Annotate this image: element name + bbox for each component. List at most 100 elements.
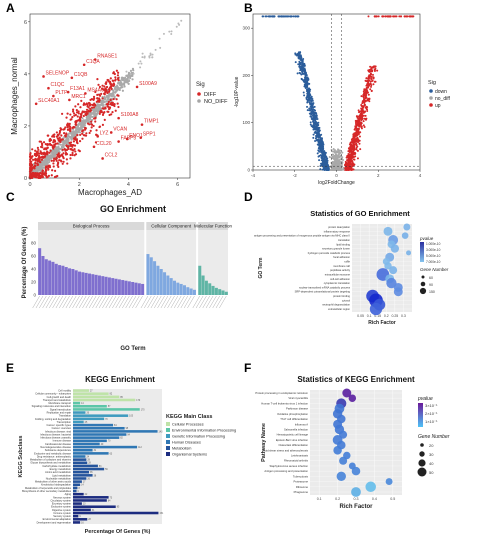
gene-label: SELENOP	[46, 70, 70, 76]
facet-strip	[198, 222, 228, 230]
x-tick-mark	[85, 295, 93, 309]
y-tick-label: Substance dependence	[45, 449, 72, 452]
data-label: 63	[110, 453, 113, 455]
point-down	[306, 100, 309, 103]
bubble	[390, 244, 400, 253]
point-down	[323, 163, 326, 166]
point-diff	[60, 153, 63, 156]
point-diff	[56, 142, 59, 145]
point-diff	[116, 71, 120, 74]
point-up	[351, 142, 354, 145]
point-up	[365, 91, 368, 94]
x-tick-mark	[72, 295, 80, 309]
x-tick-mark	[140, 295, 149, 309]
point-labeled	[93, 58, 97, 61]
point-diff	[57, 134, 60, 137]
point-no-diff	[61, 143, 64, 146]
gene-label: C1QB	[74, 72, 88, 78]
point-up	[374, 80, 377, 83]
point-diff	[88, 104, 91, 107]
point-down	[318, 133, 321, 136]
point-up	[348, 154, 351, 157]
colorbar	[418, 403, 423, 427]
point-up	[353, 136, 356, 139]
point-no-diff	[131, 67, 135, 70]
point-no-diff	[97, 107, 100, 110]
point-down	[318, 159, 321, 162]
panel-label-b: B	[244, 1, 253, 15]
point-down	[326, 157, 329, 160]
y-tick-label: Xenobiotics biodegradation	[41, 484, 72, 487]
point-up	[411, 15, 414, 18]
point-no-diff	[338, 151, 341, 154]
point-diff	[44, 143, 47, 146]
data-label: 56	[105, 469, 108, 471]
bar	[73, 474, 93, 477]
point-no-diff	[151, 56, 154, 59]
point-no-diff	[127, 78, 130, 81]
y-tick-label: Fluid shear stress and atherosclerosis	[263, 448, 309, 452]
bar	[73, 426, 125, 430]
point-no-diff	[74, 132, 77, 135]
point-diff	[95, 133, 98, 136]
point-labeled	[84, 92, 87, 95]
point-up	[364, 97, 367, 100]
bubble	[386, 277, 397, 289]
legend-title: Gene Number	[418, 434, 450, 440]
data-label: 31	[92, 510, 95, 512]
point-no-diff	[89, 112, 92, 116]
point-up	[365, 77, 368, 80]
point-no-diff	[82, 119, 85, 122]
point-no-diff	[131, 74, 134, 77]
point-down	[305, 74, 308, 77]
point-diff	[37, 173, 40, 176]
point-no-diff	[69, 131, 72, 134]
point-no-diff	[140, 62, 143, 65]
legend-entry: Genetic Information Processing	[172, 435, 225, 439]
point-no-diff	[337, 149, 340, 152]
bar	[73, 423, 114, 427]
point-diff	[52, 159, 55, 162]
y-tick-label: 40	[31, 267, 37, 272]
point-up	[365, 87, 368, 90]
point-no-diff	[117, 86, 120, 89]
point-down	[299, 54, 302, 57]
point-diff	[107, 105, 110, 109]
point-up	[362, 120, 365, 123]
point-diff	[75, 138, 78, 142]
point-diff	[90, 106, 94, 109]
point-labeled	[117, 140, 120, 143]
point-down	[306, 98, 309, 101]
point-diff	[62, 157, 65, 160]
bar	[73, 480, 82, 483]
point-down	[318, 154, 321, 157]
point-down	[271, 15, 274, 18]
point-down	[306, 86, 309, 89]
point-diff	[65, 133, 68, 136]
point-up	[369, 80, 372, 83]
y-tick-label: secretory granule lumen	[322, 247, 350, 251]
legend-entry: NO_DIFF	[204, 99, 228, 105]
point-labeled	[70, 76, 74, 80]
y-tick-label: Epstein-Barr virus infection	[276, 438, 309, 442]
data-label: 94	[127, 434, 130, 436]
y-tick-label: Infectious disease: bacterial	[40, 433, 71, 436]
legend-entry: Human Diseases	[172, 441, 201, 445]
point-no-diff	[336, 168, 339, 171]
point-up	[358, 135, 361, 138]
y-tick-label: Biosynthesis of other secondary metaboli…	[22, 490, 72, 493]
point-diff	[93, 97, 96, 100]
y-tick-label: 80	[31, 241, 37, 246]
bar	[48, 260, 52, 295]
point-diff	[65, 158, 68, 161]
size-marker	[421, 275, 425, 279]
y-tick-label: Infectious disease: parasitic	[40, 437, 71, 440]
point-diff	[109, 77, 112, 80]
point-no-diff	[333, 168, 336, 171]
bar	[73, 489, 77, 493]
bar	[153, 261, 157, 295]
point-down	[296, 72, 299, 75]
point-down	[287, 15, 290, 18]
point-up	[369, 70, 372, 73]
x-tick-label: -4	[251, 173, 255, 178]
